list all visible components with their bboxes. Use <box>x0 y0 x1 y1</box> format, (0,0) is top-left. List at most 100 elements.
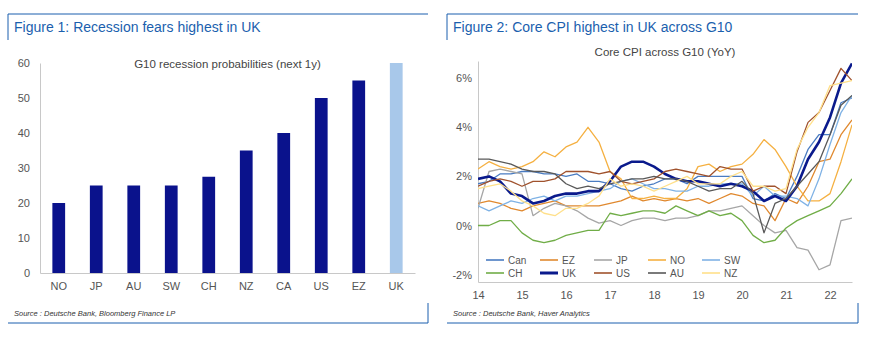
tick: 17 <box>604 282 616 301</box>
bar <box>127 186 140 274</box>
axis-line <box>478 62 479 283</box>
legend-swatch <box>702 272 720 274</box>
source-note: Source : Deutsche Bank, Haver Analytics <box>453 309 590 318</box>
legend-swatch <box>648 259 666 261</box>
legend-label: NZ <box>724 268 737 279</box>
tick: CH <box>201 280 217 292</box>
tick-label: US <box>314 280 329 292</box>
legend-swatch <box>702 259 720 261</box>
source-note: Source : Deutsche Bank, Bloomberg Financ… <box>14 309 175 318</box>
legend-item: JP <box>594 255 628 266</box>
tick-label: 14 <box>472 289 484 301</box>
legend-item: NZ <box>702 268 737 279</box>
figure-title: Figure 2: Core CPI highest in UK across … <box>453 19 733 35</box>
legend-swatch <box>486 272 504 274</box>
chart-root: Figure 1: Recession fears highest in UK S… <box>0 0 874 337</box>
tick-label: 2% <box>456 170 472 182</box>
legend-label: UK <box>562 268 576 279</box>
legend-label: JP <box>616 255 628 266</box>
tick-label: CA <box>276 280 292 292</box>
tick: 0 <box>24 267 40 279</box>
tick: 20 <box>18 197 40 209</box>
tick-label: 17 <box>604 289 616 301</box>
tick: 60 <box>18 57 40 69</box>
tick: 10 <box>18 232 40 244</box>
legend-label: AU <box>670 268 684 279</box>
tick: 4% <box>456 121 478 133</box>
tick: 50 <box>18 92 40 104</box>
x-axis: 141516171819202122 <box>472 282 852 301</box>
tick-label: UK <box>389 280 405 292</box>
tick: NZ <box>239 280 254 292</box>
tick-label: NZ <box>239 280 254 292</box>
bar <box>315 98 328 273</box>
legend-label: Can <box>508 255 526 266</box>
tick: 19 <box>692 282 704 301</box>
tick-label: 6% <box>456 72 472 84</box>
legend-item: UK <box>540 268 576 279</box>
tick-label: CH <box>201 280 217 292</box>
series-line <box>478 68 852 193</box>
tick-label: -2% <box>452 269 472 281</box>
tick: CA <box>276 280 292 292</box>
legend-label: US <box>616 268 630 279</box>
legend-swatch <box>648 272 666 274</box>
tick: 40 <box>18 127 40 139</box>
tick: 0% <box>456 220 478 232</box>
legend-item: EZ <box>540 255 575 266</box>
tick-label: 50 <box>18 92 30 104</box>
frame-line <box>8 14 428 15</box>
tick-label: JP <box>90 280 103 292</box>
tick: 15 <box>516 282 528 301</box>
figure-title: Figure 1: Recession fears highest in UK <box>14 19 261 35</box>
panel-frame: Figure 1: Recession fears highest in UK S… <box>8 14 428 323</box>
tick-label: EZ <box>352 280 366 292</box>
tick: UK <box>389 280 405 292</box>
tick-label: 20 <box>18 197 30 209</box>
tick: 20 <box>736 282 748 301</box>
frame-line <box>447 323 858 324</box>
tick-label: 15 <box>516 289 528 301</box>
legend-item: Can <box>486 255 526 266</box>
chart-svg: Figure 1: Recession fears highest in UK S… <box>0 0 874 337</box>
tick: 14 <box>472 282 484 301</box>
axis-line <box>479 282 853 283</box>
legend-swatch <box>594 259 612 261</box>
legend-swatch <box>486 259 504 261</box>
y-axis: 0102030405060 <box>18 57 41 279</box>
tick-label: 18 <box>648 289 660 301</box>
axis-line <box>40 64 41 274</box>
legend-label: EZ <box>562 255 575 266</box>
y-axis: -2% 0% 2% 4% 6% <box>452 62 478 283</box>
legend-label: NO <box>670 255 685 266</box>
bars <box>52 63 402 273</box>
bar <box>165 186 178 274</box>
legend-item: CH <box>486 268 522 279</box>
tick: SW <box>162 280 180 292</box>
legend-swatch <box>540 259 558 261</box>
tick: 2% <box>456 170 478 182</box>
series-line <box>478 120 852 221</box>
tick-label: 16 <box>560 289 572 301</box>
tick-label: 0% <box>456 220 472 232</box>
tick-label: 0 <box>24 267 30 279</box>
lines <box>478 63 852 269</box>
legend-item: US <box>594 268 630 279</box>
tick: 18 <box>648 282 660 301</box>
legend-item: NO <box>648 255 685 266</box>
bar <box>277 133 290 273</box>
bar <box>240 151 253 274</box>
tick: 22 <box>824 282 836 301</box>
legend-item: AU <box>648 268 684 279</box>
bar <box>390 63 403 273</box>
series-line <box>478 95 852 233</box>
bar <box>52 203 65 273</box>
tick-label: 60 <box>18 57 30 69</box>
chart-subtitle: G10 recession probabilities (next 1y) <box>134 58 321 70</box>
frame-line <box>8 323 428 324</box>
legend-swatch <box>594 272 612 274</box>
bar <box>202 177 215 273</box>
legend-swatch <box>540 272 558 275</box>
x-axis: NOJPAUSWCHNZCAUSEZUK <box>41 274 416 292</box>
tick-label: NO <box>51 280 68 292</box>
